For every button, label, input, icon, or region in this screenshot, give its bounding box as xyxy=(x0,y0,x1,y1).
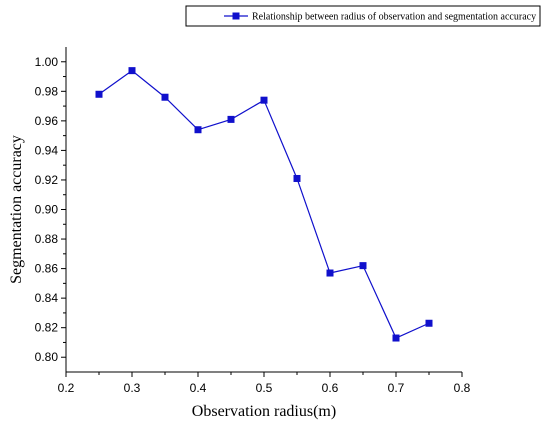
y-axis-title: Segmentation accuracy xyxy=(8,135,25,284)
x-ticks: 0.2 0.3 0.4 0.5 0.6 0.7 0.8 xyxy=(58,372,471,395)
data-point xyxy=(326,269,334,277)
data-point xyxy=(359,262,367,270)
y-tick-label: 0.86 xyxy=(35,262,59,276)
data-point xyxy=(425,319,433,327)
chart-axes xyxy=(65,47,462,373)
x-tick-label: 0.5 xyxy=(256,381,273,395)
data-point xyxy=(95,90,103,98)
x-axis-title: Observation radius(m) xyxy=(192,403,336,420)
y-tick-label: 1.00 xyxy=(35,55,59,69)
x-tick-label: 0.2 xyxy=(58,381,75,395)
y-ticks: 0.80 0.82 0.84 0.86 0.88 0.90 0.92 0.94 0.96 0.98… xyxy=(35,55,66,364)
data-point xyxy=(293,174,301,182)
y-tick-label: 0.80 xyxy=(35,350,59,364)
y-tick-label: 0.96 xyxy=(35,114,59,128)
data-point xyxy=(227,115,235,123)
y-tick-label: 0.90 xyxy=(35,203,59,217)
series-line xyxy=(98,69,430,339)
x-tick-label: 0.6 xyxy=(322,381,339,395)
y-tick-label: 0.92 xyxy=(35,173,59,187)
x-tick-label: 0.4 xyxy=(190,381,207,395)
series-layer xyxy=(95,67,433,342)
legend-box xyxy=(185,5,541,27)
legend: Relationship between radius of observati… xyxy=(185,5,541,27)
legend-marker xyxy=(232,12,240,20)
data-point xyxy=(260,96,268,104)
y-tick-label: 0.88 xyxy=(35,232,59,246)
y-tick-label: 0.84 xyxy=(35,291,59,305)
x-tick-label: 0.7 xyxy=(388,381,405,395)
y-tick-label: 0.98 xyxy=(35,84,59,98)
x-tick-label: 0.3 xyxy=(124,381,141,395)
y-tick-label: 0.82 xyxy=(35,321,59,335)
data-point xyxy=(392,334,400,342)
data-point xyxy=(194,126,202,134)
y-tick-label: 0.94 xyxy=(35,143,59,157)
legend-label: Relationship between radius of observati… xyxy=(252,12,536,23)
x-tick-label: 0.8 xyxy=(454,381,471,395)
data-point xyxy=(161,93,169,101)
data-point xyxy=(128,67,136,75)
